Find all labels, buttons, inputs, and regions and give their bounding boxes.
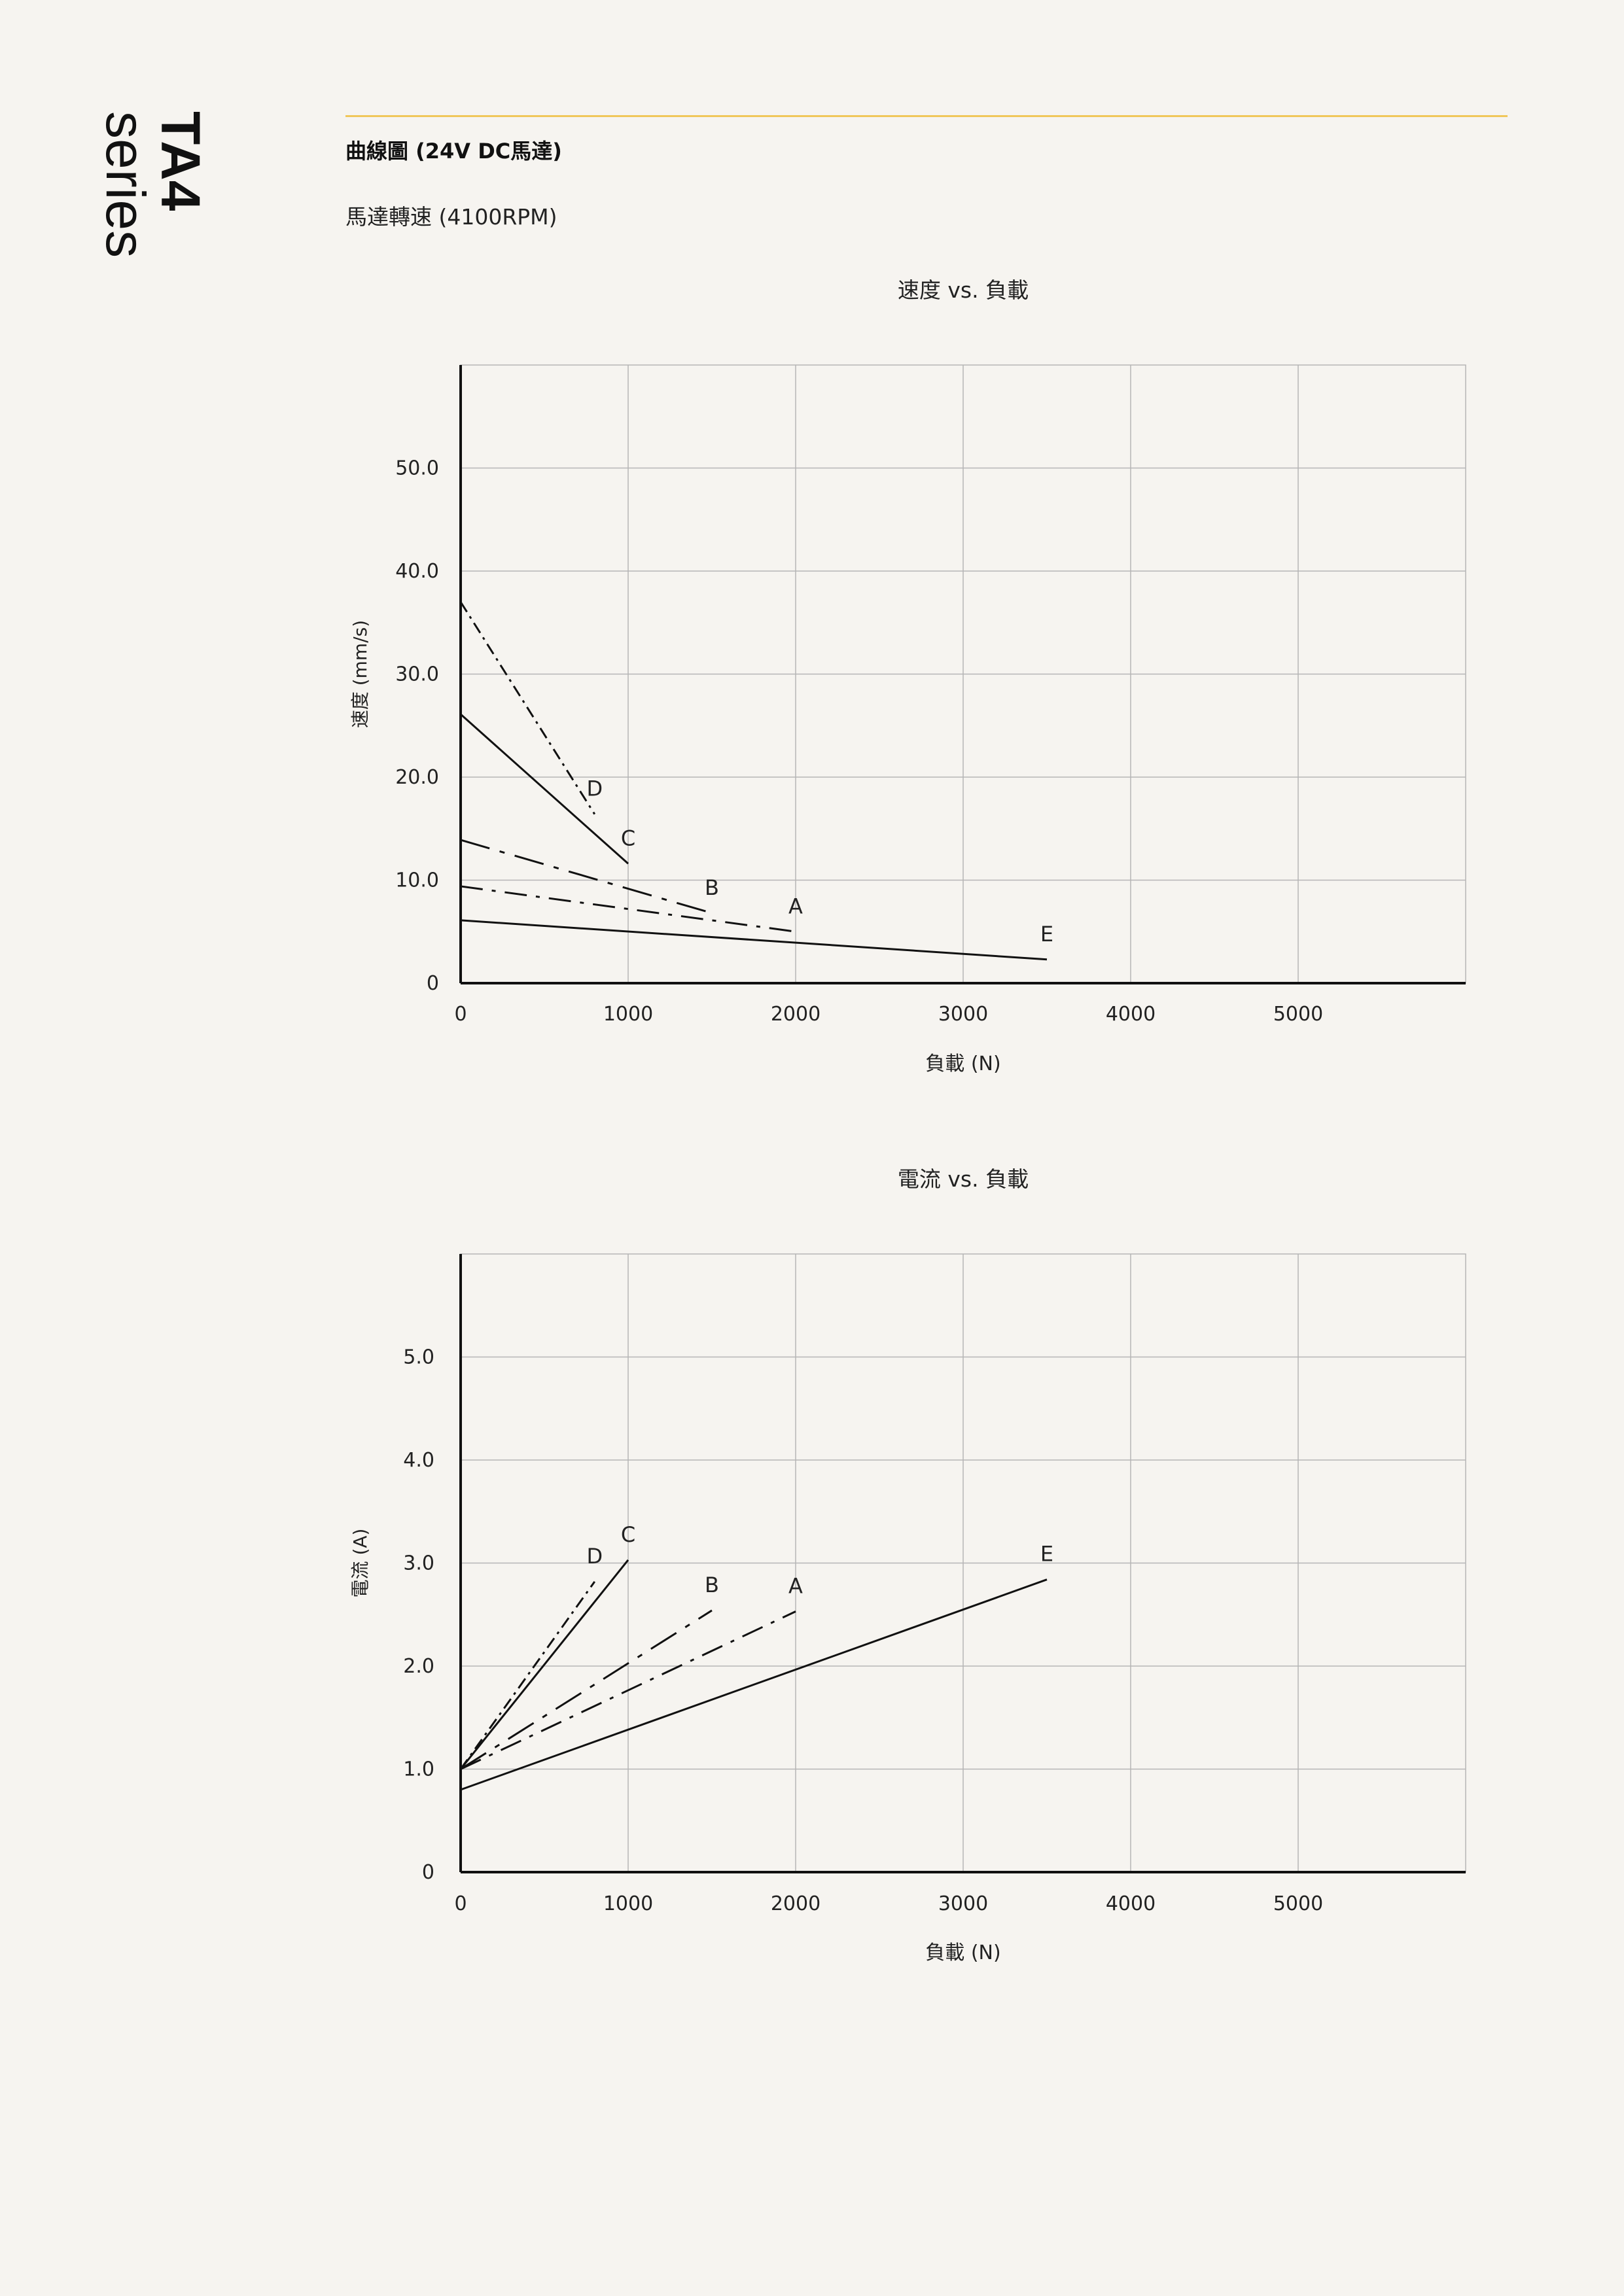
series-line-b <box>460 1609 713 1770</box>
y-tick-label: 2.0 <box>403 1655 434 1678</box>
series-label-d: D <box>586 776 603 801</box>
y-tick-label: 3.0 <box>403 1552 434 1575</box>
series-line-e <box>460 919 1048 961</box>
series-line-d <box>459 601 596 815</box>
x-tick-label: 4000 <box>1106 1003 1156 1026</box>
x-tick-label: 2000 <box>771 1892 821 1915</box>
x-tick-label: 0 <box>454 1003 467 1026</box>
series-line-b <box>460 839 713 914</box>
series-label-a: A <box>788 1574 803 1599</box>
x-tick-label: 3000 <box>938 1003 988 1026</box>
series-line-a <box>460 885 796 933</box>
y-tick-label: 10.0 <box>395 869 439 892</box>
chart-title: 電流 vs. 負載 <box>898 1166 1029 1192</box>
y-tick-label: 0 <box>422 1861 434 1884</box>
x-tick-label: 4000 <box>1106 1892 1156 1915</box>
chart-title: 速度 vs. 負載 <box>898 277 1029 303</box>
y-axis-label: 速度 (mm/s) <box>349 620 371 728</box>
series-line-c <box>459 1559 629 1770</box>
x-tick-label: 0 <box>454 1892 467 1915</box>
series-label-b: B <box>705 1573 719 1597</box>
x-tick-label: 1000 <box>603 1892 653 1915</box>
series-label-b: B <box>705 875 719 900</box>
x-axis-label: 負載 (N) <box>925 1941 1000 1964</box>
series-word: series <box>95 111 156 258</box>
y-tick-label: 5.0 <box>403 1346 434 1369</box>
section-title: 曲線圖 (24V DC馬達) <box>345 139 562 164</box>
series-tag: TA4 series <box>95 111 211 258</box>
series-line-a <box>460 1610 796 1770</box>
series-label-c: C <box>621 1522 635 1547</box>
y-tick-label: 4.0 <box>403 1449 434 1472</box>
top-rule <box>345 115 1508 117</box>
series-label-a: A <box>788 894 803 918</box>
model-name: TA4 <box>150 111 211 211</box>
series-label-e: E <box>1040 1542 1053 1567</box>
y-axis-label: 電流 (A) <box>349 1529 371 1598</box>
series-label-d: D <box>586 1544 603 1569</box>
y-tick-label: 0 <box>427 972 439 995</box>
motor-speed: 馬達轉速 (4100RPM) <box>345 204 557 230</box>
chart-1: 0 1000 2000 3000 4000 5000 0 10.0 20.0 30.0 40.0 50… <box>349 277 1466 1075</box>
series-line-d <box>459 1580 596 1770</box>
y-tick-label: 20.0 <box>395 766 439 789</box>
x-tick-label: 5000 <box>1273 1892 1323 1915</box>
chart-2: 0 1000 2000 3000 4000 5000 0 1.0 2.0 3.0 4.0 5.0 電流 … <box>349 1166 1466 1964</box>
x-tick-label: 5000 <box>1273 1003 1323 1026</box>
y-tick-label: 30.0 <box>395 663 439 686</box>
x-tick-label: 1000 <box>603 1003 653 1026</box>
y-tick-label: 1.0 <box>403 1758 434 1781</box>
series-label-c: C <box>621 826 635 850</box>
x-tick-label: 2000 <box>771 1003 821 1026</box>
series-line-c <box>460 713 629 865</box>
y-tick-label: 40.0 <box>395 560 439 583</box>
x-axis-label: 負載 (N) <box>925 1052 1000 1075</box>
x-tick-label: 3000 <box>938 1892 988 1915</box>
series-label-e: E <box>1040 922 1053 947</box>
y-tick-label: 50.0 <box>395 457 439 480</box>
series-line-e <box>460 1578 1048 1791</box>
